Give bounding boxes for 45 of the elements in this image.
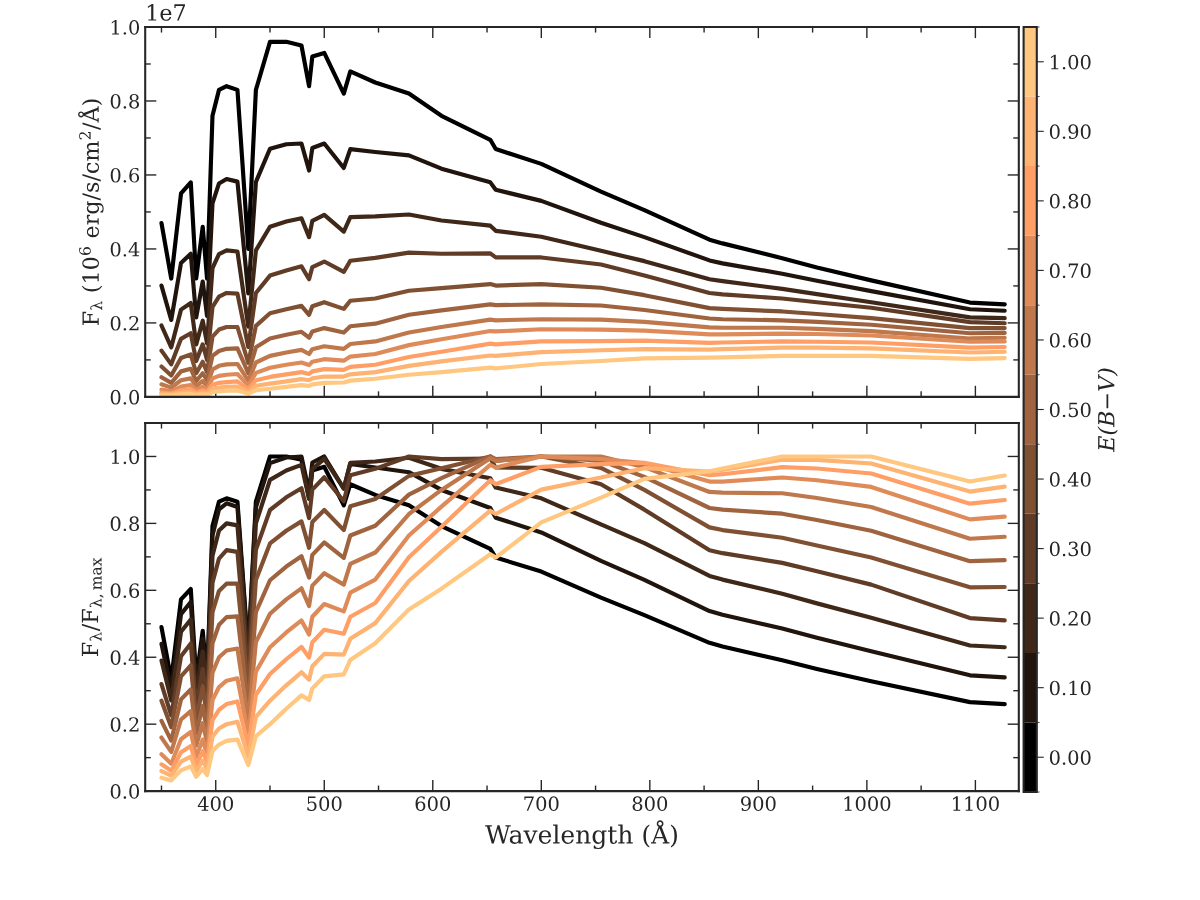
y-tick-label: 0.8: [110, 93, 140, 109]
line-series: [159, 302, 1007, 385]
line-series: [159, 317, 1007, 390]
y-tick-label: 0.4: [110, 241, 140, 257]
color-bar-label: 0.50: [1049, 402, 1091, 418]
x-tick-label: 400: [197, 796, 233, 812]
line-series: [159, 212, 1007, 350]
x-tick-label: 800: [632, 796, 668, 812]
color-bar-label: 0.10: [1049, 680, 1091, 696]
x-tick-label: 500: [307, 796, 342, 812]
text: 1e7: [147, 4, 186, 21]
color-bar-label: 0.30: [1049, 541, 1091, 557]
color-bar-label: 0.40: [1049, 472, 1091, 487]
x-axis-title: Wavelength (Å): [485, 820, 677, 850]
color-bar-label: 0.80: [1049, 193, 1091, 209]
x-tick-label: 600: [415, 796, 451, 812]
color-bar-label: 0.70: [1049, 263, 1091, 279]
y-tick-label: 0.6: [110, 167, 140, 183]
y-tick-label: 0.4: [110, 650, 140, 665]
x-tick-label: 1000: [844, 796, 891, 812]
color-bar-label: 0.20: [1049, 611, 1091, 626]
color-bar-label: 1.00: [1050, 54, 1091, 70]
x-tick-label: 700: [524, 796, 559, 812]
y-tick-label: 0.2: [110, 717, 139, 732]
color-bar-title: E(B−V): [1097, 368, 1118, 453]
y-tick-label: 0.0: [110, 784, 140, 799]
line-series: [159, 353, 1007, 397]
line-series: [159, 141, 1007, 323]
y-tick-label: 1.0: [111, 449, 140, 465]
line-series: [159, 39, 1007, 307]
y-axis-title: F$_{λ}$ (10$^{6}$ erg/s/cm$^{2}$/Å): [78, 99, 104, 326]
y-tick-label: 0.0: [110, 389, 140, 405]
y-tick-label: 1.0: [111, 19, 140, 35]
x-tick-label: 900: [741, 796, 776, 812]
color-bar-label: 0.90: [1049, 124, 1091, 139]
y-tick-label: 0.8: [110, 516, 140, 532]
line-series: [159, 250, 1007, 367]
x-tick-label: 1100: [953, 796, 999, 812]
color-bar-label: 0.60: [1049, 332, 1091, 348]
line-series: [159, 281, 1007, 378]
color-bar-label: 0.00: [1049, 750, 1091, 765]
y-tick-label: 0.6: [110, 583, 140, 598]
y-axis-title: F$_{λ}$/F$_{λ,max}$: [81, 557, 104, 657]
y-tick-label: 0.2: [110, 315, 139, 331]
line-series: [159, 327, 1007, 394]
